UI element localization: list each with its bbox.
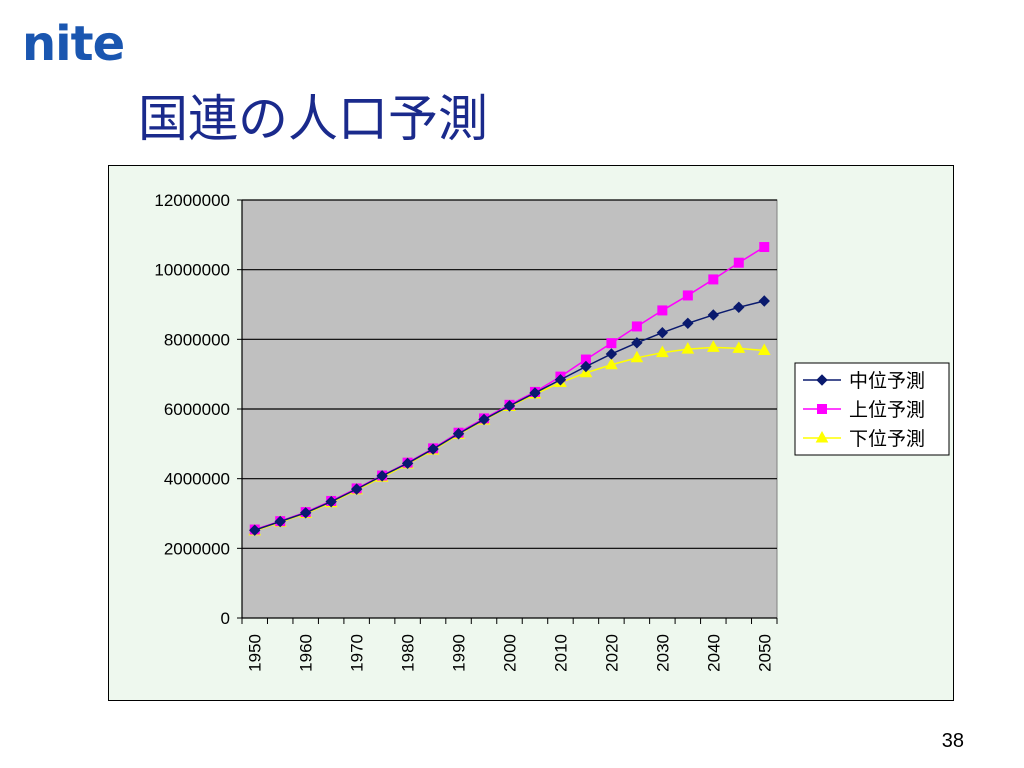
data-point — [630, 350, 644, 363]
page-number: 38 — [941, 730, 964, 752]
data-point — [376, 470, 388, 482]
data-point — [733, 257, 744, 268]
y-tick-label: 0 — [221, 609, 230, 628]
y-tick-label: 4000000 — [164, 470, 230, 489]
legend-label: 中位予測 — [849, 370, 925, 392]
data-point — [606, 338, 617, 349]
data-point — [732, 341, 746, 353]
data-point — [605, 348, 618, 360]
x-tick-label: 2030 — [653, 634, 672, 672]
data-point — [757, 343, 771, 355]
y-tick-label: 2000000 — [164, 539, 230, 558]
legend-label: 上位予測 — [849, 399, 925, 421]
x-tick-label: 2040 — [704, 634, 723, 672]
x-tick-label: 2000 — [501, 634, 520, 672]
gridlines — [242, 199, 777, 549]
x-tick-label: 1990 — [450, 634, 469, 672]
series-diamond — [249, 295, 770, 536]
y-tick-label: 8000000 — [164, 330, 230, 349]
legend-label: 下位予測 — [849, 428, 925, 450]
axes: 0 2000000 4000000 6000000 8000000 10000000 120… — [154, 191, 778, 672]
chart-frame: 0 2000000 4000000 6000000 8000000 10000000 120… — [108, 165, 954, 701]
data-point — [631, 321, 642, 332]
data-point — [759, 242, 770, 253]
data-point — [554, 374, 567, 386]
data-point — [706, 340, 720, 352]
data-point — [452, 428, 465, 440]
data-point — [707, 309, 720, 321]
data-point — [350, 483, 363, 495]
slide-title: 国連の人口予測 — [138, 90, 488, 148]
data-point — [681, 342, 695, 354]
y-tick-label: 10000000 — [154, 261, 230, 280]
data-point — [758, 295, 770, 307]
x-tick-label: 2020 — [602, 634, 621, 672]
series-group — [248, 242, 771, 536]
data-point — [631, 337, 643, 349]
data-point — [656, 345, 669, 358]
x-tick-label: 1980 — [399, 634, 418, 672]
data-point — [605, 357, 618, 370]
data-point — [708, 274, 719, 285]
y-tick-label: 6000000 — [164, 400, 230, 419]
data-point — [503, 400, 516, 412]
data-point — [401, 457, 414, 470]
data-point — [529, 387, 541, 399]
x-tick-label: 1950 — [246, 634, 265, 672]
data-point — [427, 443, 439, 455]
data-point — [733, 301, 745, 313]
data-point — [657, 305, 668, 316]
data-point — [325, 495, 337, 508]
data-point — [682, 290, 693, 301]
data-point — [580, 360, 592, 373]
data-point — [817, 404, 827, 414]
nite-logo: nite — [22, 16, 125, 72]
x-tick-label: 1970 — [348, 634, 367, 672]
data-point — [249, 524, 261, 536]
population-forecast-chart: 0 2000000 4000000 6000000 8000000 10000000 120… — [154, 191, 950, 672]
x-tick-label: 2010 — [551, 634, 570, 672]
y-tick-label: 12000000 — [154, 191, 230, 210]
data-point — [816, 374, 828, 386]
x-tick-label: 1960 — [297, 634, 316, 672]
data-point — [682, 317, 694, 330]
data-point — [815, 430, 829, 443]
data-point — [274, 515, 286, 528]
data-point — [299, 507, 312, 519]
data-point — [478, 413, 490, 426]
data-point — [656, 327, 669, 339]
x-tick-label: 2050 — [755, 634, 774, 672]
